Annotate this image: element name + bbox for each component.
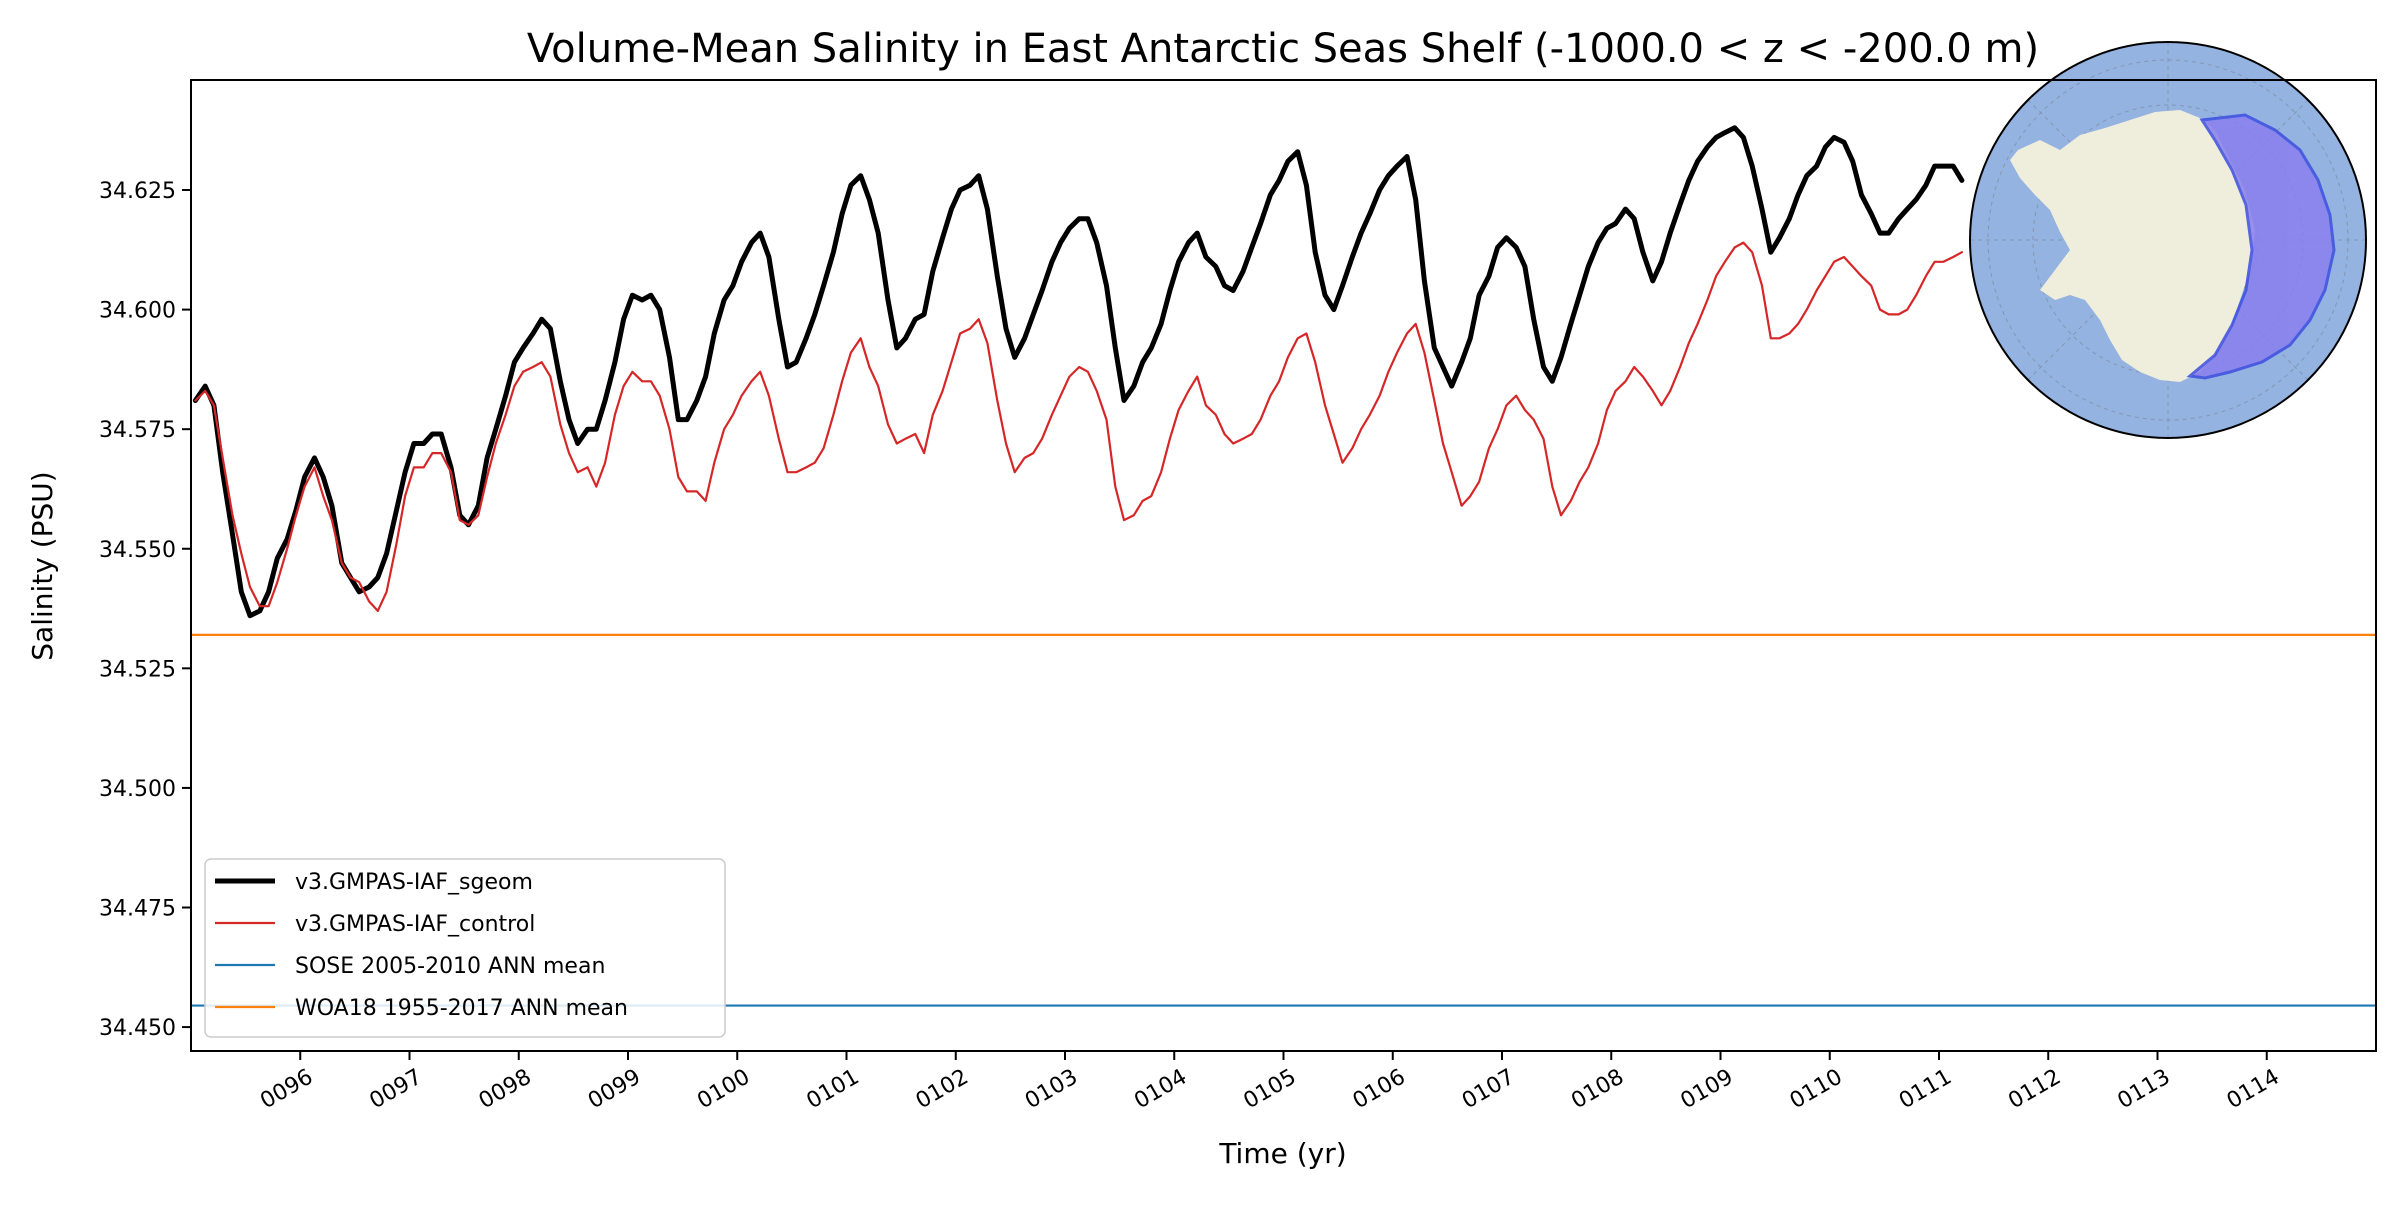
x-tick-label: 0102 [912, 1065, 973, 1115]
x-tick-label: 0111 [1895, 1065, 1956, 1115]
x-tick-label: 0114 [2223, 1065, 2284, 1115]
x-tick-label: 0110 [1786, 1065, 1847, 1115]
x-axis-label: Time (yr) [1218, 1137, 1346, 1170]
x-tick-label: 0108 [1567, 1065, 1628, 1115]
legend: v3.GMPAS-IAF_sgeom v3.GMPAS-IAF_control SO… [205, 859, 725, 1037]
x-tick-label: 0109 [1677, 1065, 1738, 1115]
x-tick-label: 0113 [2114, 1065, 2175, 1115]
y-tick-label: 34.625 [99, 179, 176, 204]
series-line-v3-gmpas-iaf-control [195, 243, 1962, 611]
x-tick-label: 0104 [1130, 1065, 1191, 1115]
x-tick-label: 0100 [693, 1065, 754, 1115]
salinity-chart: Volume-Mean Salinity in East Antarctic S… [0, 0, 2400, 1200]
legend-label: SOSE 2005-2010 ANN mean [295, 954, 605, 979]
y-tick-label: 34.600 [99, 299, 176, 324]
legend-label: v3.GMPAS-IAF_sgeom [295, 870, 533, 895]
x-tick-label: 0107 [1458, 1065, 1519, 1115]
series-line-v3-gmpas-iaf-sgeom [195, 128, 1962, 616]
y-tick-label: 34.475 [99, 897, 176, 922]
inset-map [1970, 42, 2366, 438]
x-tick-label: 0098 [475, 1065, 536, 1115]
y-tick-label: 34.575 [99, 418, 176, 443]
legend-label: v3.GMPAS-IAF_control [295, 912, 535, 937]
x-tick-label: 0096 [256, 1065, 317, 1115]
y-tick-label: 34.550 [99, 538, 176, 563]
y-axis-label: Salinity (PSU) [26, 471, 59, 660]
x-tick-label: 0106 [1349, 1065, 1410, 1115]
x-tick-label: 0112 [2004, 1065, 2065, 1115]
y-tick-label: 34.500 [99, 777, 176, 802]
y-tick-label: 34.450 [99, 1016, 176, 1041]
legend-label: WOA18 1955-2017 ANN mean [295, 996, 628, 1021]
y-axis: 34.450 34.475 34.500 34.525 34.550 34.575 34.6… [99, 179, 191, 1041]
x-axis: 0096 0097 0098 0099 0100 0101 0102 0103 0104 0105… [256, 1051, 2283, 1114]
x-tick-label: 0097 [366, 1065, 427, 1115]
chart-root: Volume-Mean Salinity in East Antarctic S… [0, 0, 2400, 1200]
x-tick-label: 0105 [1240, 1065, 1301, 1115]
x-tick-label: 0099 [584, 1065, 645, 1115]
x-tick-label: 0101 [803, 1065, 864, 1115]
x-tick-label: 0103 [1021, 1065, 1082, 1115]
y-tick-label: 34.525 [99, 657, 176, 682]
chart-title: Volume-Mean Salinity in East Antarctic S… [527, 26, 2039, 72]
